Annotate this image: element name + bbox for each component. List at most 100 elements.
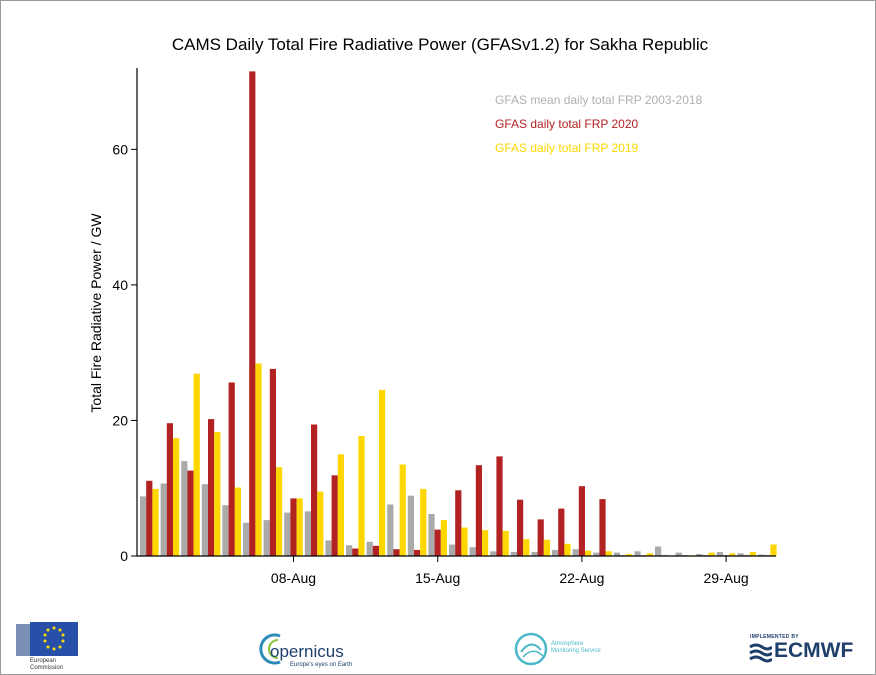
bar-2020-06-Aug xyxy=(249,71,256,557)
copernicus-logo: opernicus Europe's eyes on Earth xyxy=(256,628,356,672)
legend-entry-0: GFAS mean daily total FRP 2003-2018 xyxy=(495,93,703,107)
bar-2020-10-Aug xyxy=(331,475,338,556)
bar-mean-05-Aug xyxy=(222,505,229,556)
bar-2020-19-Aug xyxy=(517,499,524,556)
bar-mean-15-Aug xyxy=(428,514,435,556)
bar-2019-06-Aug xyxy=(255,363,262,556)
bar-2019-11-Aug xyxy=(358,436,365,556)
ecmwf-name: ECMWF xyxy=(774,639,854,662)
bar-mean-09-Aug xyxy=(304,511,311,556)
bar-mean-21-Aug xyxy=(552,549,559,556)
bar-2019-03-Aug xyxy=(193,373,200,556)
atmosphere-monitoring-service-logo: Atmosphere Monitoring Service xyxy=(513,630,623,670)
copernicus-tagline: Europe's eyes on Earth xyxy=(290,662,353,668)
bar-2019-23-Aug xyxy=(605,551,612,556)
bar-2020-16-Aug xyxy=(455,490,462,556)
bar-mean-10-Aug xyxy=(325,540,332,556)
bar-2019-18-Aug xyxy=(502,530,509,556)
y-axis-label: Total Fire Radiative Power / GW xyxy=(88,213,104,413)
bar-2019-15-Aug xyxy=(440,520,447,556)
bar-2020-13-Aug xyxy=(393,549,400,556)
bar-2019-01-Aug xyxy=(152,488,159,556)
bar-2020-22-Aug xyxy=(578,486,585,556)
y-tick-label-0: 0 xyxy=(120,548,128,564)
bar-2019-25-Aug xyxy=(646,553,653,556)
bar-mean-18-Aug xyxy=(490,551,497,556)
bar-mean-13-Aug xyxy=(387,504,394,556)
ec-logo-line2: Commission xyxy=(30,665,64,671)
bar-mean-23-Aug xyxy=(593,552,600,556)
bar-mean-24-Aug xyxy=(613,552,620,556)
legend-entry-1: GFAS daily total FRP 2020 xyxy=(495,117,639,131)
bar-2019-31-Aug xyxy=(770,544,777,556)
bar-2020-21-Aug xyxy=(558,508,565,556)
bar-2020-08-Aug xyxy=(290,498,297,556)
bar-mean-25-Aug xyxy=(634,551,641,556)
bar-2020-18-Aug xyxy=(496,456,503,556)
bar-mean-08-Aug xyxy=(284,512,291,556)
bar-2020-09-Aug xyxy=(311,424,318,556)
bar-2019-30-Aug xyxy=(749,551,756,556)
y-tick-label-20: 20 xyxy=(112,412,128,428)
ecmwf-wave-icon xyxy=(749,643,772,663)
bar-mean-07-Aug xyxy=(263,520,270,556)
ecmwf-logo: IMPLEMENTED BY ECMWF xyxy=(748,634,858,664)
x-tick-label-15-Aug: 15-Aug xyxy=(415,570,460,586)
copernicus-name: opernicus xyxy=(270,642,344,661)
bar-2019-14-Aug xyxy=(420,488,427,556)
bar-mean-03-Aug xyxy=(181,461,188,556)
bar-2019-28-Aug xyxy=(708,552,715,556)
legend-entry-2: GFAS daily total FRP 2019 xyxy=(495,141,639,155)
bar-2020-11-Aug xyxy=(352,548,359,556)
chart-title: CAMS Daily Total Fire Radiative Power (G… xyxy=(172,35,709,54)
bar-mean-27-Aug xyxy=(675,552,682,556)
bar-2019-05-Aug xyxy=(234,487,241,556)
bar-mean-12-Aug xyxy=(366,541,373,556)
logo-footer: European Commission opernicus Europe's e… xyxy=(0,610,876,675)
bar-2019-17-Aug xyxy=(482,530,489,556)
ams-swirl-icon xyxy=(514,632,548,666)
bar-mean-04-Aug xyxy=(201,484,208,556)
bar-2019-09-Aug xyxy=(317,491,324,556)
bar-2019-08-Aug xyxy=(296,498,303,556)
bar-2020-07-Aug xyxy=(269,368,276,556)
bar-mean-16-Aug xyxy=(449,544,456,556)
ams-line1: Atmosphere xyxy=(551,641,584,647)
y-tick-label-40: 40 xyxy=(112,277,128,293)
bar-2019-16-Aug xyxy=(461,527,468,556)
bar-2020-17-Aug xyxy=(475,465,482,556)
axes-group: 0 20 40 60 08-Aug 15-Aug 22-Aug 29-Aug xyxy=(112,68,776,586)
bar-2019-29-Aug xyxy=(729,553,736,556)
bar-2020-14-Aug xyxy=(414,549,421,556)
bar-mean-30-Aug xyxy=(737,553,744,556)
bar-2019-13-Aug xyxy=(399,464,406,556)
bar-2019-07-Aug xyxy=(276,467,283,556)
bar-2020-03-Aug xyxy=(187,470,194,556)
bar-2019-20-Aug xyxy=(543,539,550,556)
bar-2019-24-Aug xyxy=(626,554,633,556)
legend: GFAS mean daily total FRP 2003-2018 GFAS … xyxy=(495,93,703,155)
ecmwf-implemented-by: IMPLEMENTED BY xyxy=(750,634,799,640)
bar-mean-29-Aug xyxy=(716,551,723,556)
bar-mean-01-Aug xyxy=(140,496,147,556)
bar-mean-31-Aug xyxy=(758,554,765,556)
bar-2019-04-Aug xyxy=(214,432,221,556)
bar-mean-20-Aug xyxy=(531,551,538,556)
bar-2020-05-Aug xyxy=(228,382,235,556)
bar-2020-02-Aug xyxy=(166,423,173,556)
bar-2019-22-Aug xyxy=(585,550,592,556)
eu-flag-icon xyxy=(16,622,78,656)
bar-2020-04-Aug xyxy=(208,419,215,556)
bar-mean-06-Aug xyxy=(243,522,250,556)
y-tick-label-60: 60 xyxy=(112,141,128,157)
chart: CAMS Daily Total Fire Radiative Power (G… xyxy=(88,35,777,586)
bar-2019-21-Aug xyxy=(564,543,571,556)
bar-2020-12-Aug xyxy=(372,545,379,556)
bar-2020-01-Aug xyxy=(146,480,153,556)
bar-2019-02-Aug xyxy=(173,438,180,556)
x-tick-label-29-Aug: 29-Aug xyxy=(704,570,749,586)
bar-mean-19-Aug xyxy=(510,551,517,556)
bar-2019-12-Aug xyxy=(379,389,386,556)
x-tick-label-22-Aug: 22-Aug xyxy=(559,570,604,586)
